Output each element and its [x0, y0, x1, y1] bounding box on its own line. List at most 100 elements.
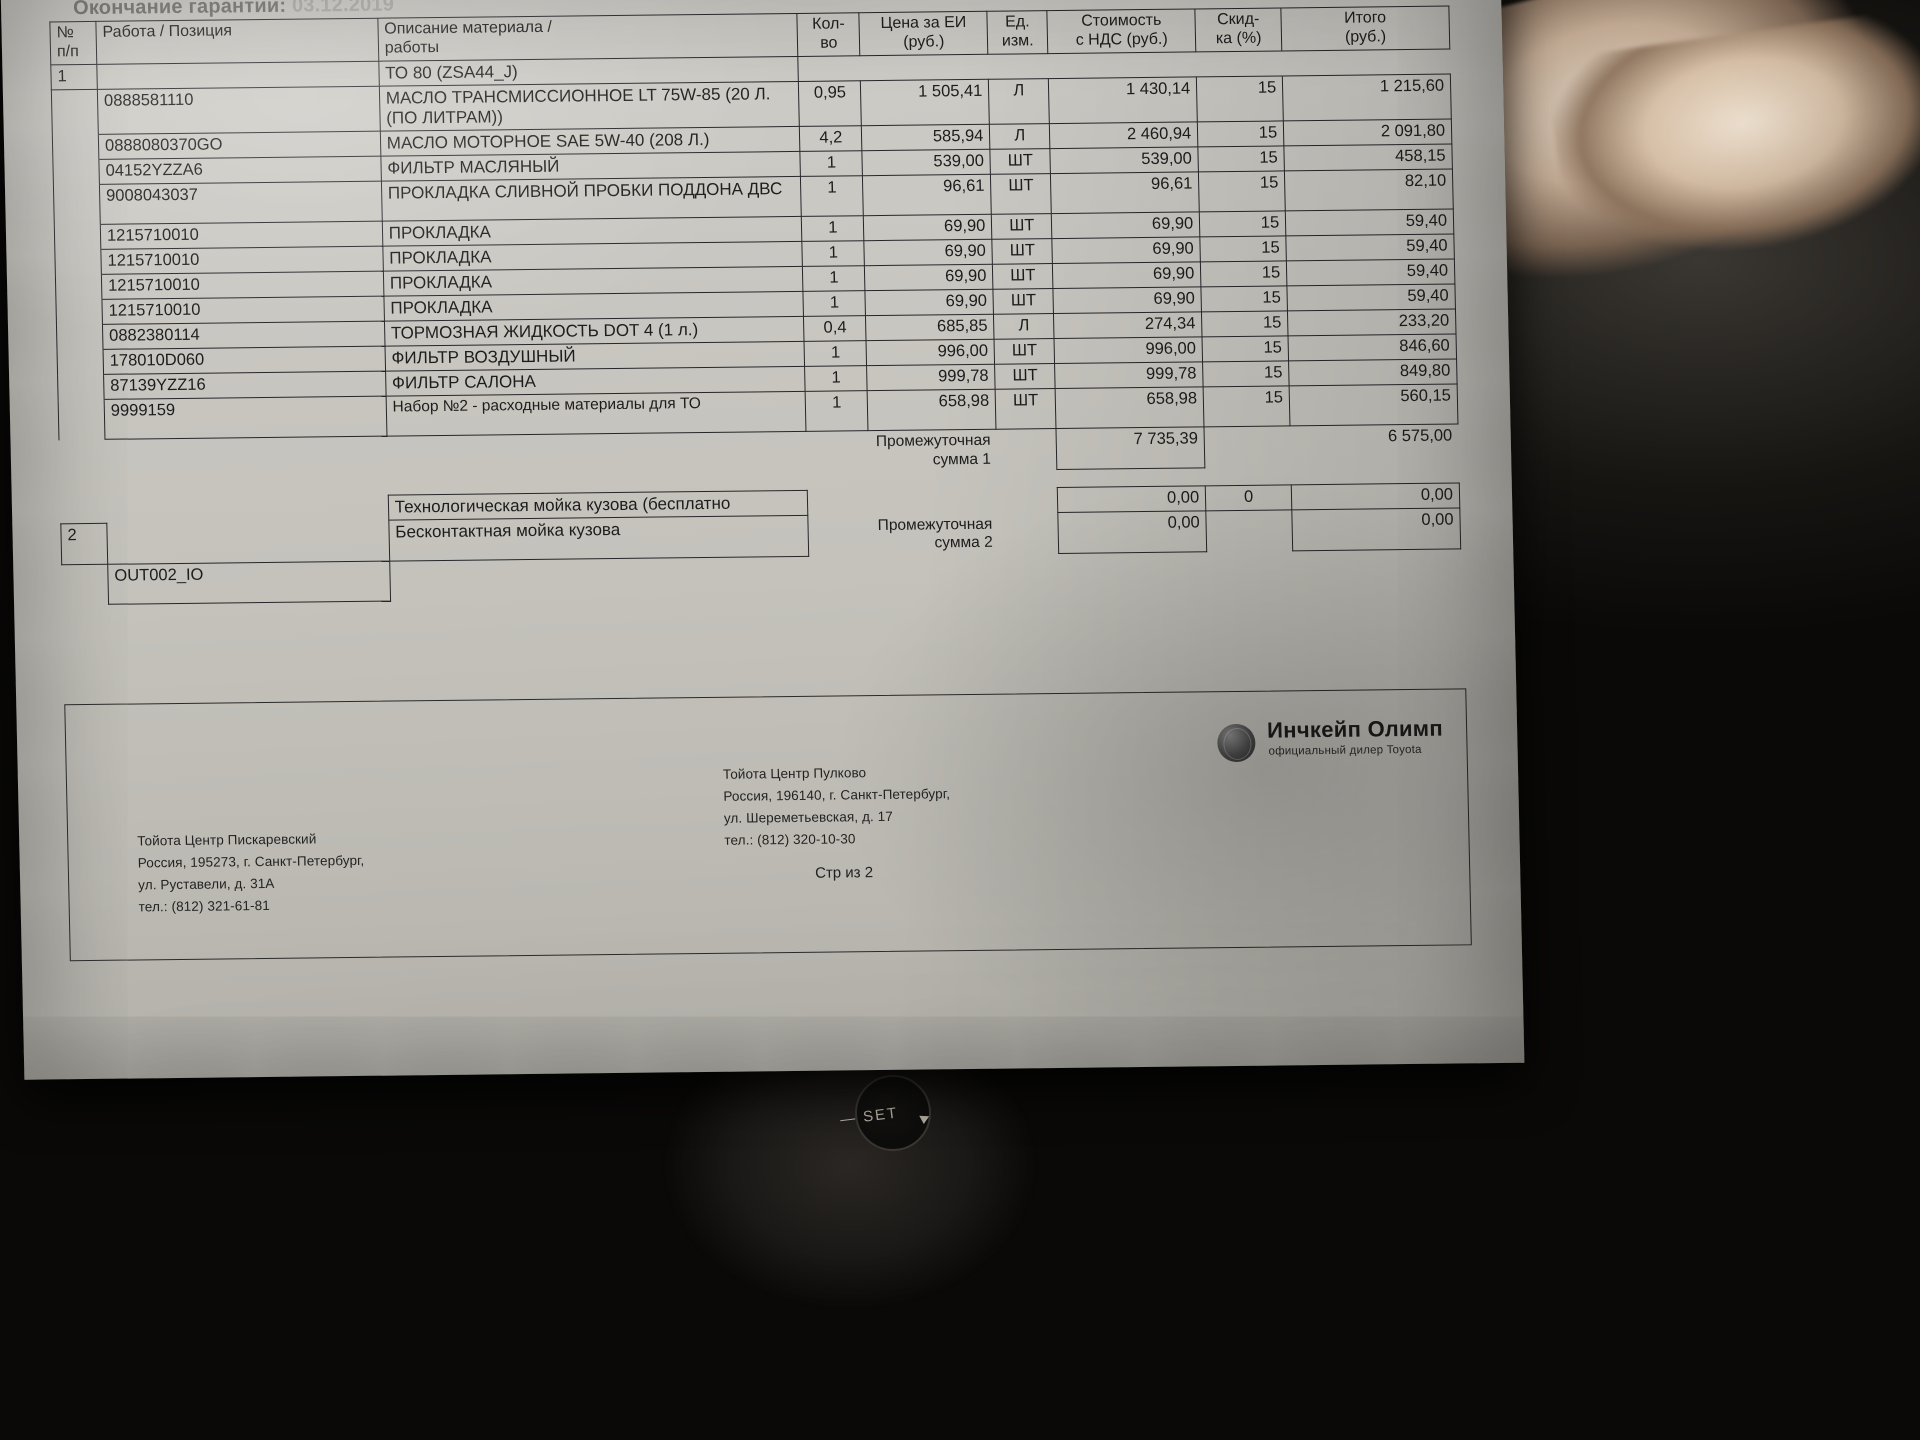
row-discount: 15	[1199, 210, 1286, 237]
row-unit: Л	[988, 78, 1050, 125]
spacer-cell	[60, 481, 106, 500]
col-header-unit-l2: изм.	[1001, 32, 1034, 50]
subtotal-disc-blank-2	[1206, 510, 1293, 552]
row-discount: 15	[1203, 386, 1291, 428]
row-discount: 15	[1201, 286, 1288, 313]
row-position: 1215710010	[100, 221, 383, 250]
dealer-left-phone: тел.: (812) 321-61-81	[138, 897, 270, 915]
row-position: 0888080370GO	[98, 131, 381, 160]
row-unit: ШТ	[992, 263, 1054, 290]
dealer-logo-tagline: официальный дилер Toyota	[1268, 743, 1422, 758]
row-no-cell	[54, 224, 101, 250]
row-discount: 15	[1198, 145, 1285, 172]
row-qty: 1	[800, 175, 864, 217]
col-header-qty-l1: Кол-	[811, 15, 845, 33]
subtotal-blank-no-1	[59, 440, 106, 482]
dealer-logo: Инчкейп Олимп официальный дилер Toyota	[1216, 711, 1458, 772]
row-sum: 999,78	[1054, 362, 1204, 389]
row-no-cell	[53, 184, 101, 225]
row-total: 849,80	[1288, 359, 1458, 387]
row-total: 846,60	[1288, 334, 1457, 362]
subtotal-sum-2: 0,00	[1058, 511, 1207, 554]
row-no-cell	[52, 134, 99, 160]
dealer-left-address2: ул. Руставели, д. 31А	[138, 875, 275, 893]
row-position: 9999159	[104, 396, 387, 440]
row-description: Набор №2 - расходные материалы для ТО	[385, 391, 807, 437]
col-header-no-l2: п/п	[56, 42, 79, 61]
row-sum: 2 460,94	[1049, 121, 1199, 149]
subtotal-total-1: 6 575,00	[1387, 426, 1453, 446]
subtotal-blank-desc-1	[387, 432, 808, 478]
row-price: 69,90	[864, 264, 994, 291]
row-unit-blank-3	[999, 553, 1060, 594]
row-price: 585,94	[861, 124, 991, 151]
subtotal-blank-qty-1	[806, 431, 869, 473]
row-sum: 274,34	[1053, 312, 1203, 339]
col-header-unit: Ед. изм.	[987, 10, 1049, 55]
dealer-address-piskarevsky: Тойота Центр Пискаревский Россия, 195273…	[137, 828, 365, 918]
section-blank-qty-2	[808, 490, 871, 516]
subtotal-sum-1: 7 735,39	[1056, 427, 1206, 470]
row-qty: 1	[800, 150, 863, 177]
row-discount: 15	[1197, 120, 1284, 147]
row-price: 996,00	[866, 339, 995, 366]
col-header-discount: Скид- ка (%)	[1195, 7, 1282, 52]
row-price: 539,00	[862, 149, 991, 176]
section-extra-total-2: 0,00	[1291, 483, 1460, 511]
col-header-total-l2: (руб.)	[1344, 28, 1387, 46]
service-items-table: № п/п Работа / Позиция Описание материал…	[49, 6, 1462, 606]
row-no-cell	[56, 324, 103, 351]
row-position: 04152YZZA6	[98, 156, 382, 185]
section-extra-sum-2: 0,00	[1057, 486, 1206, 513]
row-qty: 1	[802, 240, 865, 267]
spacer-cell	[807, 472, 869, 491]
row-price: 69,90	[863, 214, 993, 241]
row-price: 685,85	[865, 314, 995, 341]
section-blank-disc-1	[1196, 51, 1282, 77]
row-description: Бесконтактная мойка кузова	[388, 515, 810, 562]
subtotal-total-2: 0,00	[1291, 508, 1461, 551]
spacer-cell	[1057, 468, 1205, 488]
row-sum: 69,90	[1052, 261, 1202, 289]
row-discount: 15	[1200, 260, 1288, 288]
subtotal-blank-disc-1	[1204, 426, 1291, 468]
section-blank-price-2	[870, 489, 999, 515]
row-no-cell	[57, 349, 104, 376]
service-invoice-paper: Окончание гарантии: 03.12.2019 № п/п	[0, 0, 1524, 1080]
spacer-cell	[1205, 467, 1291, 486]
warranty-end-value: 03.12.2019	[291, 0, 395, 17]
row-unit: ШТ	[991, 213, 1053, 240]
dealer-mid-address1: Россия, 196140, г. Санкт-Петербург,	[723, 786, 951, 804]
row-unit: Л	[989, 123, 1051, 150]
subtotal-blank-unit-1	[996, 429, 1057, 471]
cruise-control-icon	[855, 1075, 931, 1151]
section-spacer-2	[106, 495, 388, 523]
row-price-blank-3	[871, 554, 1000, 595]
subtotal-label-1: Промежуточная сумма 1	[875, 432, 992, 469]
row-total: 59,40	[1285, 234, 1455, 261]
section-blank-price-1	[860, 54, 989, 80]
row-no-blank-3	[62, 564, 109, 605]
row-position: 1215710010	[101, 271, 384, 300]
row-qty: 0,4	[803, 315, 867, 342]
row-total: 233,20	[1287, 309, 1457, 337]
row-price: 96,61	[862, 174, 992, 216]
row-unit-blank-2	[998, 513, 1059, 554]
section-no-1: 1	[50, 64, 98, 90]
dealer-logo-name: Инчкейп Олимп	[1266, 715, 1444, 743]
row-total: 1 215,60	[1282, 73, 1452, 121]
section-blank-unit-1	[988, 53, 1049, 79]
col-header-sum: Стоимость с НДС (руб.)	[1047, 8, 1196, 54]
dealer-left-name: Тойота Центр Пискаревский	[137, 831, 317, 849]
dealer-mid-name: Тойота Центр Пулково	[722, 765, 867, 782]
col-header-sum-l1: Стоимость	[1081, 11, 1162, 30]
subtotal-blank-pos-1	[105, 436, 388, 480]
row-qty: 0,95	[798, 80, 862, 127]
row-unit: ШТ	[990, 148, 1051, 175]
row-unit: ШТ	[994, 338, 1055, 365]
row-position: OUT002_IO	[107, 561, 391, 605]
section-extra-disc-2: 0	[1205, 485, 1292, 512]
row-qty: 1	[801, 215, 865, 242]
row-description: ПРОКЛАДКА СЛИВНОЙ ПРОБКИ ПОДДОНА ДВС	[381, 176, 802, 222]
warranty-end-label: Окончание гарантии:	[72, 0, 287, 20]
